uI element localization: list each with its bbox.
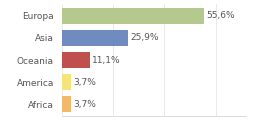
Bar [62, 8, 204, 24]
Bar [62, 52, 90, 68]
Text: 3,7%: 3,7% [73, 78, 96, 87]
Text: 25,9%: 25,9% [130, 33, 158, 42]
Text: 11,1%: 11,1% [92, 55, 120, 65]
Text: 55,6%: 55,6% [206, 11, 235, 20]
Text: 3,7%: 3,7% [73, 100, 96, 109]
Bar [62, 96, 71, 112]
Bar [62, 30, 128, 46]
Bar [62, 74, 71, 90]
